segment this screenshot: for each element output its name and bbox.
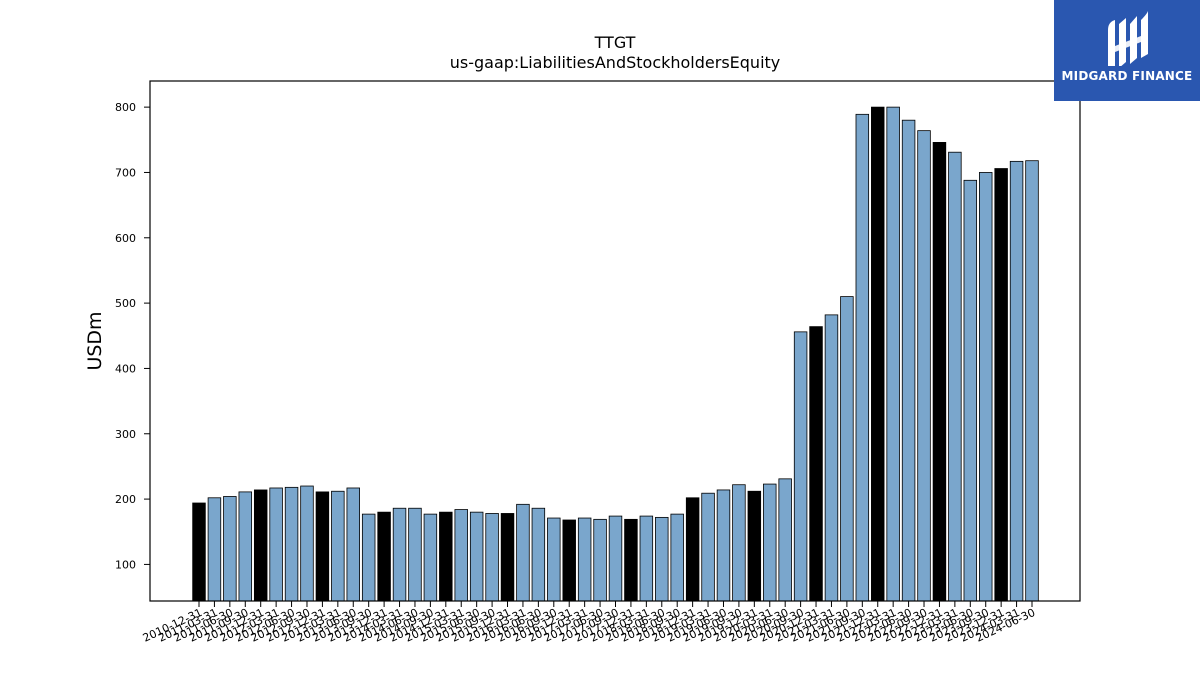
- bar-2021-09-30: [855, 113, 870, 602]
- bar-2011-06-30: [223, 496, 237, 602]
- bar-2020-12-31: [809, 326, 823, 602]
- bar-2019-03-31: [701, 492, 715, 602]
- bar-2023-12-31: [994, 168, 1008, 602]
- bar-2016-03-31: [516, 503, 530, 602]
- bar-2018-03-31: [639, 515, 654, 602]
- bar-2013-06-30: [346, 487, 360, 602]
- bar-2022-03-31: [886, 106, 900, 602]
- bar-2015-12-31: [500, 513, 515, 602]
- bar-2013-03-31: [331, 490, 345, 602]
- bar-2012-03-31: [269, 487, 283, 602]
- y-tick-label: 400: [115, 362, 136, 375]
- brand-logo: MIDGARD FINANCE: [1054, 0, 1200, 101]
- bar-2023-09-30: [978, 172, 993, 602]
- bar-2017-03-31: [577, 517, 592, 602]
- plot-frame: [149, 80, 1081, 602]
- bar-2017-06-30: [593, 518, 607, 602]
- bar-2023-06-30: [963, 179, 978, 602]
- bar-2023-03-31: [948, 151, 962, 602]
- brand-name: MIDGARD FINANCE: [1061, 69, 1193, 83]
- chart-subtitle: us-gaap:LiabilitiesAndStockholdersEquity: [450, 53, 781, 72]
- bar-2019-06-30: [716, 489, 731, 602]
- bar-2012-09-30: [300, 485, 314, 602]
- bar-2011-12-31: [253, 489, 268, 602]
- y-tick-label: 500: [115, 297, 136, 310]
- y-axis-ticks: 100 200 300 400 500 600 700 800: [115, 101, 150, 571]
- bar-2012-06-30: [284, 486, 299, 602]
- bar-2018-12-31: [685, 497, 700, 602]
- y-axis-label: USDm: [84, 311, 106, 370]
- bar-2015-03-31: [454, 509, 468, 602]
- bar-2014-09-30: [423, 513, 438, 602]
- bar-2020-06-30: [778, 478, 792, 602]
- bar-2017-12-31: [624, 518, 638, 602]
- bars-group: [192, 106, 1039, 602]
- bar-2013-12-31: [377, 511, 391, 602]
- bar-2015-06-30: [469, 511, 484, 602]
- bar-2018-06-30: [655, 516, 669, 602]
- bar-2016-06-30: [531, 507, 546, 602]
- y-tick-label: 600: [115, 232, 136, 245]
- bar-2021-06-30: [840, 296, 854, 602]
- midgard-logo-icon: [1108, 11, 1148, 66]
- y-tick-label: 100: [115, 558, 136, 571]
- bar-2022-06-30: [901, 119, 916, 602]
- bar-2019-12-31: [747, 490, 762, 602]
- bar-2014-03-31: [392, 507, 407, 602]
- y-tick-label: 200: [115, 493, 136, 506]
- bar-2011-09-30: [238, 491, 253, 602]
- bar-2014-12-31: [439, 511, 453, 602]
- y-tick-label: 800: [115, 101, 136, 114]
- bar-2020-03-31: [763, 483, 777, 602]
- y-tick-label: 300: [115, 428, 136, 441]
- bar-2014-06-30: [408, 507, 422, 602]
- bar-2024-03-31: [1009, 160, 1024, 602]
- bar-2022-12-31: [932, 142, 947, 602]
- chart-title: TTGT: [594, 33, 636, 52]
- bar-2015-09-30: [485, 513, 499, 602]
- bar-2021-12-31: [871, 106, 885, 602]
- bar-2013-09-30: [361, 513, 376, 602]
- y-tick-label: 700: [115, 166, 136, 179]
- bar-2021-03-31: [824, 314, 839, 602]
- bar-2024-06-30: [1025, 160, 1039, 602]
- bar-2022-09-30: [917, 130, 931, 602]
- bar-2018-09-30: [670, 513, 684, 602]
- bar-2016-09-30: [547, 517, 561, 602]
- bar-2020-09-30: [793, 331, 808, 602]
- bar-2016-12-31: [562, 519, 576, 602]
- bar-2017-09-30: [608, 515, 623, 602]
- bar-2010-12-31: [192, 502, 206, 602]
- x-axis-ticks: 2010-12-312011-03-312011-06-302011-09-30…: [141, 601, 1037, 645]
- bar-2019-09-30: [732, 484, 746, 602]
- bar-2011-03-31: [207, 497, 222, 602]
- bar-2012-12-31: [315, 491, 330, 602]
